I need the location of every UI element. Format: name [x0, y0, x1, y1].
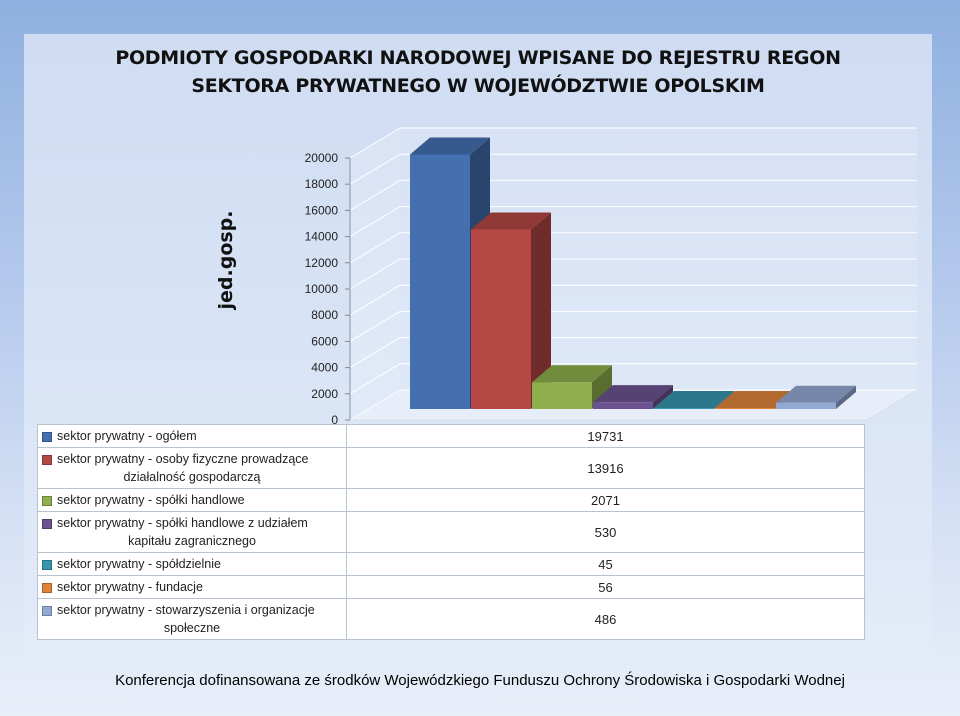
gridline-5 [349, 258, 917, 290]
legend-label-2-0: sektor prywatny - spółki handlowe [57, 493, 245, 507]
legend-swatch-4 [42, 559, 52, 570]
data-table: sektor prywatny - ogółem 19731 sektor pryw… [37, 424, 865, 640]
gridline-10 [349, 127, 917, 159]
legend-label-3-0: sektor prywatny - spółki handlowe z udzi… [57, 516, 308, 530]
gridline-3 [349, 310, 917, 342]
gridline-1 [349, 363, 917, 395]
bar-top-6 [776, 385, 856, 403]
bar-3 [593, 402, 653, 409]
chart-title-line-2: SEKTORA PRYWATNEGO W WOJEWÓDZTWIE OPOLSK… [191, 75, 765, 97]
legend-label-3-1: kapitału zagranicznego [128, 534, 256, 548]
y-tick-label-2: 4000 [311, 361, 338, 375]
bar-top-0 [410, 137, 490, 155]
table-row: sektor prywatny - spółdzielnie 45 [37, 552, 865, 576]
legend-swatch-2 [42, 495, 52, 506]
chart-title-line-1: PODMIOTY GOSPODARKI NARODOWEJ WPISANE DO… [115, 47, 841, 69]
gridline-0 [349, 389, 917, 421]
data-value-6: 486 [346, 598, 865, 640]
bar-side-2 [592, 365, 612, 409]
legend-entry-0: sektor prywatny - ogółem [37, 424, 347, 448]
bar-top-5 [715, 391, 795, 408]
legend-entry-1: sektor prywatny - osoby fizyczne prowadz… [37, 447, 347, 489]
table-row: sektor prywatny - osoby fizyczne prowadz… [37, 447, 865, 489]
table-row: sektor prywatny - ogółem 19731 [37, 424, 865, 448]
legend-label-4-0: sektor prywatny - spółdzielnie [57, 557, 221, 571]
y-tick-label-6: 12000 [305, 256, 339, 270]
data-value-2: 2071 [346, 488, 865, 512]
y-tick-label-4: 8000 [311, 308, 338, 322]
gridline-9 [349, 153, 917, 185]
legend-swatch-5 [42, 582, 52, 593]
y-tick-label-7: 14000 [305, 230, 339, 244]
table-row: sektor prywatny - stowarzyszenia i organ… [37, 598, 865, 640]
y-tick-label-1: 2000 [311, 387, 338, 401]
gridline-8 [349, 179, 917, 211]
bar-side-4 [714, 391, 734, 409]
legend-entry-6: sektor prywatny - stowarzyszenia i organ… [37, 598, 347, 640]
gridline-7 [349, 206, 917, 238]
bar-1 [471, 229, 531, 409]
bar-side-1 [531, 212, 551, 409]
bar-5 [715, 408, 775, 409]
data-value-1: 13916 [346, 447, 865, 489]
legend-label-5-0: sektor prywatny - fundacje [57, 580, 203, 594]
data-value-3: 530 [346, 511, 865, 553]
gridline-6 [349, 232, 917, 264]
table-row: sektor prywatny - spółki handlowe z udzi… [37, 511, 865, 553]
legend-label-6-0: sektor prywatny - stowarzyszenia i organ… [57, 603, 315, 617]
legend-swatch-1 [42, 454, 52, 465]
bar-0 [410, 154, 470, 409]
bar-top-1 [471, 212, 551, 230]
data-value-4: 45 [346, 552, 865, 576]
bar-side-3 [653, 385, 673, 409]
y-tick-label-8: 16000 [305, 203, 339, 217]
gridline-4 [349, 284, 917, 316]
bar-top-2 [532, 365, 612, 383]
legend-label-1-0: sektor prywatny - osoby fizyczne prowadz… [57, 452, 309, 466]
chart-title: PODMIOTY GOSPODARKI NARODOWEJ WPISANE DO… [24, 44, 932, 100]
y-tick-label-9: 18000 [305, 177, 339, 191]
y-tick-label-5: 10000 [305, 282, 339, 296]
legend-label-6-1: społeczne [163, 621, 221, 635]
footer-text: Konferencja dofinansowana ze środków Woj… [115, 672, 845, 689]
bar-4 [654, 408, 714, 409]
legend-entry-5: sektor prywatny - fundacje [37, 575, 347, 599]
y-tick-label-0: 0 [331, 413, 338, 427]
bar-2 [532, 382, 592, 409]
bar-side-6 [836, 385, 856, 409]
data-value-0: 19731 [346, 424, 865, 448]
legend-label-1-1: działalność gospodarczą [123, 470, 261, 484]
gridline-2 [349, 337, 917, 369]
legend-entry-4: sektor prywatny - spółdzielnie [37, 552, 347, 576]
bar-top-3 [593, 385, 673, 403]
bar-top-4 [654, 391, 734, 408]
y-tick-label-10: 20000 [305, 151, 339, 165]
data-value-5: 56 [346, 575, 865, 599]
y-axis-label: jed.gosp. [215, 211, 237, 311]
table-row: sektor prywatny - fundacje 56 [37, 575, 865, 599]
legend-swatch-0 [42, 431, 52, 442]
legend-entry-2: sektor prywatny - spółki handlowe [37, 488, 347, 512]
bar-6 [776, 402, 836, 409]
legend-label-0-0: sektor prywatny - ogółem [57, 429, 197, 443]
y-tick-label-3: 6000 [311, 334, 338, 348]
table-row: sektor prywatny - spółki handlowe 2071 [37, 488, 865, 512]
legend-swatch-6 [42, 605, 52, 616]
legend-entry-3: sektor prywatny - spółki handlowe z udzi… [37, 511, 347, 553]
legend-swatch-3 [42, 518, 52, 529]
